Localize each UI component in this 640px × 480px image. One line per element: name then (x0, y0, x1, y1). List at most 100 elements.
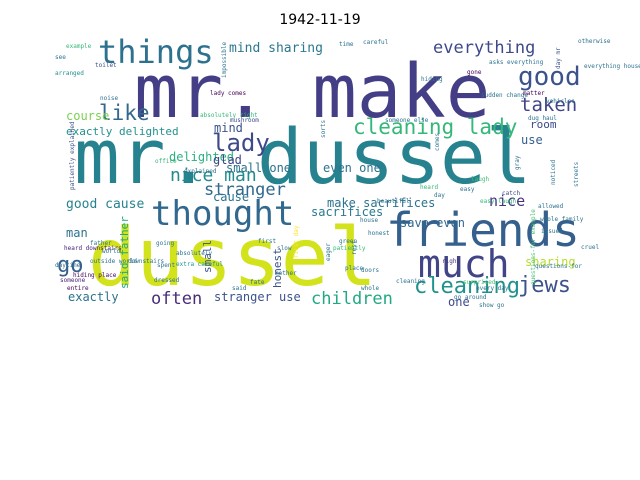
cloud-word: hiding place (73, 272, 117, 279)
cloud-word: heard (420, 184, 438, 191)
cloud-word: even one (323, 161, 381, 175)
cloud-word: questions-for example (530, 209, 537, 285)
cloud-word: entire (67, 285, 89, 292)
cloud-word: thought (151, 194, 294, 234)
cloud-word: sorts (320, 120, 327, 138)
cloud-word: cruel (581, 244, 599, 251)
cloud-word: extra careful (176, 261, 223, 268)
cloud-word: going (156, 240, 174, 247)
cloud-word: go around (454, 294, 487, 301)
cloud-word: first (258, 238, 276, 245)
cloud-word: rest (351, 240, 358, 255)
cloud-word: daytime (55, 262, 81, 269)
cloud-word: use (521, 133, 543, 147)
cloud-word: nice man (170, 165, 257, 186)
cloud-word: heard downstairs (64, 245, 122, 252)
cloud-word: someone (60, 277, 86, 284)
cloud-word: office (155, 158, 177, 165)
cloud-word: fate (250, 279, 265, 286)
cloud-word: glad (213, 153, 242, 167)
cloud-word: right (442, 258, 460, 265)
cloud-word: day mr (555, 47, 562, 69)
cloud-word: catch (502, 190, 520, 197)
cloud-word: absolutely right (200, 112, 258, 119)
cloud-word: nice (489, 192, 525, 210)
cloud-word: vehicles (546, 98, 575, 105)
cloud-word: impossible (221, 41, 228, 78)
cloud-word: mind sharing (229, 41, 323, 56)
cloud-word: careful (363, 39, 389, 46)
cloud-word: everything house (584, 63, 640, 70)
cloud-word: allowed (538, 203, 564, 210)
cloud-word: cleaning (396, 278, 425, 285)
cloud-word: cause (213, 190, 249, 204)
cloud-word: streets (573, 161, 580, 187)
cloud-word: gray (514, 155, 521, 170)
cloud-word: easy laugh (480, 198, 517, 205)
cloud-word: children (311, 289, 393, 309)
cloud-word: good (518, 62, 581, 92)
cloud-word: house (360, 217, 378, 224)
cloud-word: cleaning lady (353, 115, 517, 139)
cloud-word: exactly (68, 290, 119, 304)
cloud-word: like (99, 101, 150, 125)
cloud-word: often (151, 289, 202, 309)
cloud-word: questions-for (535, 263, 582, 270)
cloud-word: toilet (95, 62, 117, 69)
cloud-word: patiently (333, 245, 366, 252)
cloud-word: example (66, 43, 92, 50)
cloud-word: mr. dussel (74, 112, 532, 201)
cloud-word: friends (386, 203, 580, 257)
cloud-word: dug haul (528, 115, 557, 122)
cloud-word: issued (541, 228, 563, 235)
cloud-word: good cause (66, 197, 144, 212)
cloud-word: beautiful (377, 198, 410, 205)
cloud-word: go (57, 253, 84, 278)
cloud-word: hiding (421, 76, 443, 83)
cloud-word: stranger (204, 180, 286, 200)
cloud-word: course (66, 109, 109, 123)
cloud-word: matter (523, 90, 545, 97)
cloud-word: whole (361, 285, 379, 292)
cloud-word: small (201, 240, 214, 273)
cloud-word: things (98, 33, 214, 71)
cloud-word: lady (212, 129, 270, 157)
cloud-word: sudden change (481, 92, 528, 99)
cloud-word: gone (467, 69, 482, 76)
cloud-word: comes (434, 133, 441, 151)
cloud-word: said (232, 285, 247, 292)
cloud-word: someone else (385, 117, 429, 124)
cloud-word: cleaning (414, 274, 520, 299)
cloud-word: every day (476, 285, 509, 292)
cloud-word: whole family (540, 216, 584, 223)
cloud-word: patiently explained (69, 121, 76, 190)
cloud-word: much (418, 242, 510, 286)
cloud-word: otherwise (578, 38, 611, 45)
cloud-word: surprised (463, 279, 496, 286)
cloud-word: honest (271, 248, 284, 288)
figure-title: 1942-11-19 (279, 12, 361, 28)
cloud-word: noticed (550, 159, 557, 185)
cloud-word: downstairs (128, 258, 165, 265)
cloud-word: mr. make (134, 49, 490, 135)
cloud-word: sacrifices (311, 205, 383, 219)
cloud-word: honest (368, 230, 390, 237)
cloud-word: mother (275, 270, 297, 277)
cloud-word: easy (460, 186, 475, 193)
cloud-word: father (90, 240, 112, 247)
cloud-word: slow (277, 245, 292, 252)
cloud-word: save even (400, 216, 465, 230)
cloud-word: room (530, 118, 557, 131)
cloud-word: man (66, 226, 88, 240)
cloud-word: dussel (88, 211, 377, 304)
cloud-word: mushroom (230, 117, 259, 124)
cloud-word: delighted (169, 150, 234, 164)
cloud-word: first day (293, 225, 300, 258)
cloud-word: noise (100, 95, 118, 102)
cloud-word: lady comes (210, 90, 247, 97)
cloud-word: arranged (55, 70, 84, 77)
cloud-word: taken (520, 94, 577, 116)
cloud-word: one (448, 295, 470, 309)
cloud-word: day (434, 192, 445, 199)
